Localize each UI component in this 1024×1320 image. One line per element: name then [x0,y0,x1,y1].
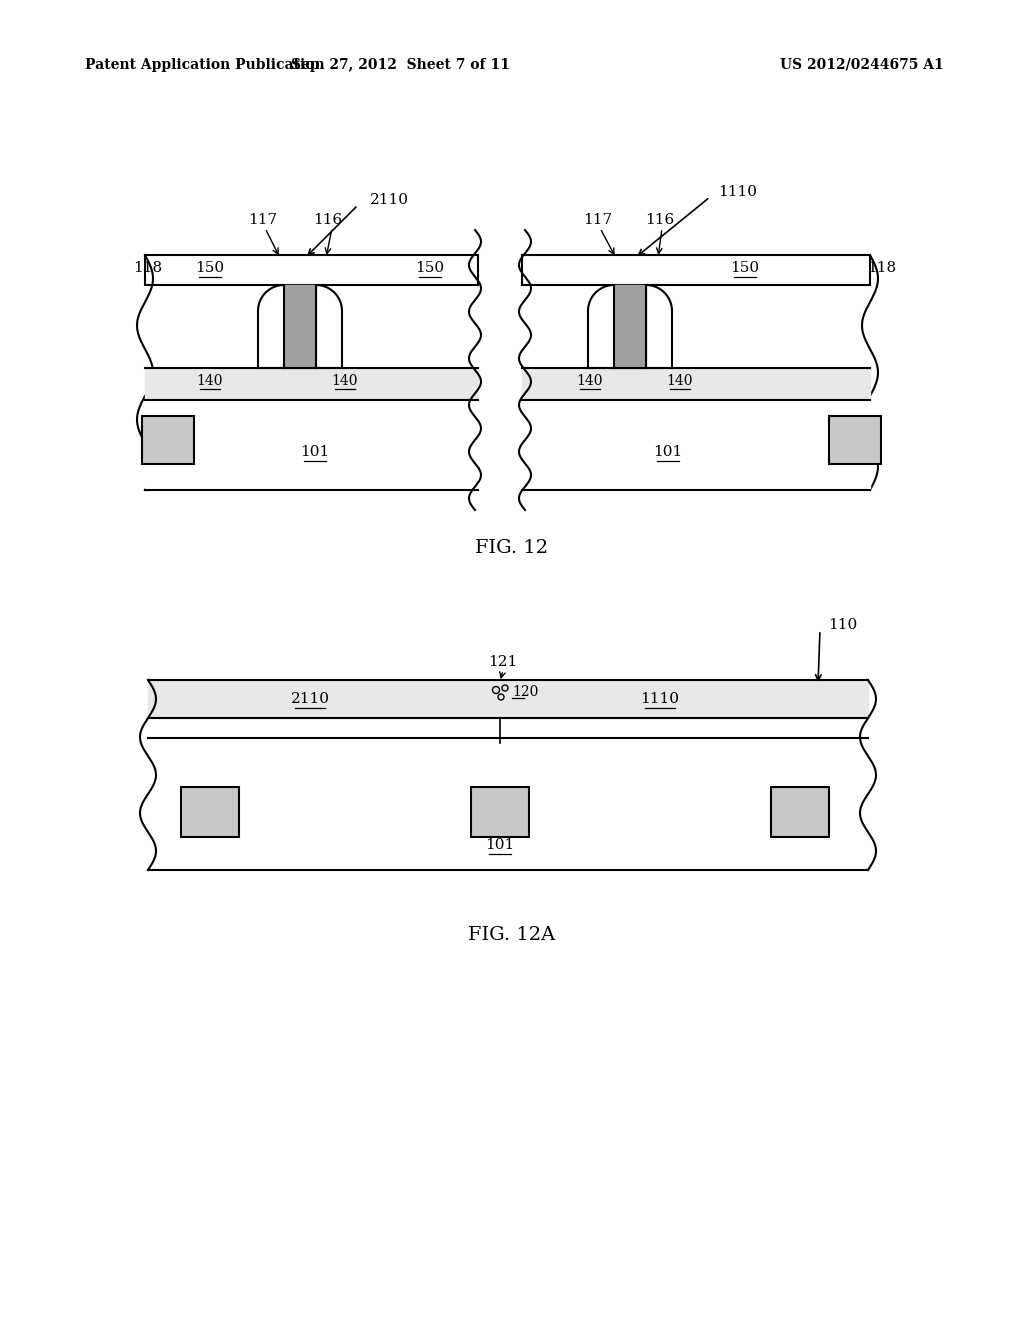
Text: 104: 104 [197,807,223,821]
Text: 140: 140 [332,374,358,388]
Text: 101: 101 [300,445,330,459]
Text: Sep. 27, 2012  Sheet 7 of 11: Sep. 27, 2012 Sheet 7 of 11 [291,58,509,73]
Text: 110: 110 [287,318,313,333]
Bar [142,416,194,465]
Bar [771,787,829,837]
Polygon shape [145,255,478,285]
Bar [829,416,881,465]
Text: 117: 117 [584,213,612,227]
Bar [181,787,239,837]
Text: 116: 116 [313,213,343,227]
Text: FIG. 12A: FIG. 12A [468,927,556,944]
Text: FIG. 12: FIG. 12 [475,539,549,557]
Text: 104: 104 [486,807,513,821]
Text: 1110: 1110 [718,185,757,199]
Text: 117: 117 [249,213,278,227]
Text: 101: 101 [653,445,683,459]
Text: 140: 140 [197,374,223,388]
Text: 110: 110 [616,318,643,333]
Bar [471,787,529,837]
Text: 104: 104 [842,436,868,449]
Text: 104: 104 [786,807,813,821]
Text: 101: 101 [485,838,515,851]
Text: 150: 150 [196,261,224,275]
Text: 121: 121 [488,655,517,669]
Text: 118: 118 [133,261,163,275]
Text: 150: 150 [730,261,760,275]
Text: 1110: 1110 [640,692,680,706]
Text: 2110: 2110 [291,692,330,706]
Polygon shape [522,255,870,285]
Text: 104: 104 [155,436,181,449]
Text: 140: 140 [667,374,693,388]
Text: 140: 140 [577,374,603,388]
Text: Patent Application Publication: Patent Application Publication [85,58,325,73]
Text: US 2012/0244675 A1: US 2012/0244675 A1 [780,58,944,73]
Text: 2110: 2110 [370,193,409,207]
Text: 118: 118 [867,261,897,275]
Text: 120: 120 [512,685,539,700]
Text: 110: 110 [828,618,857,632]
Text: 116: 116 [645,213,675,227]
Text: 150: 150 [416,261,444,275]
